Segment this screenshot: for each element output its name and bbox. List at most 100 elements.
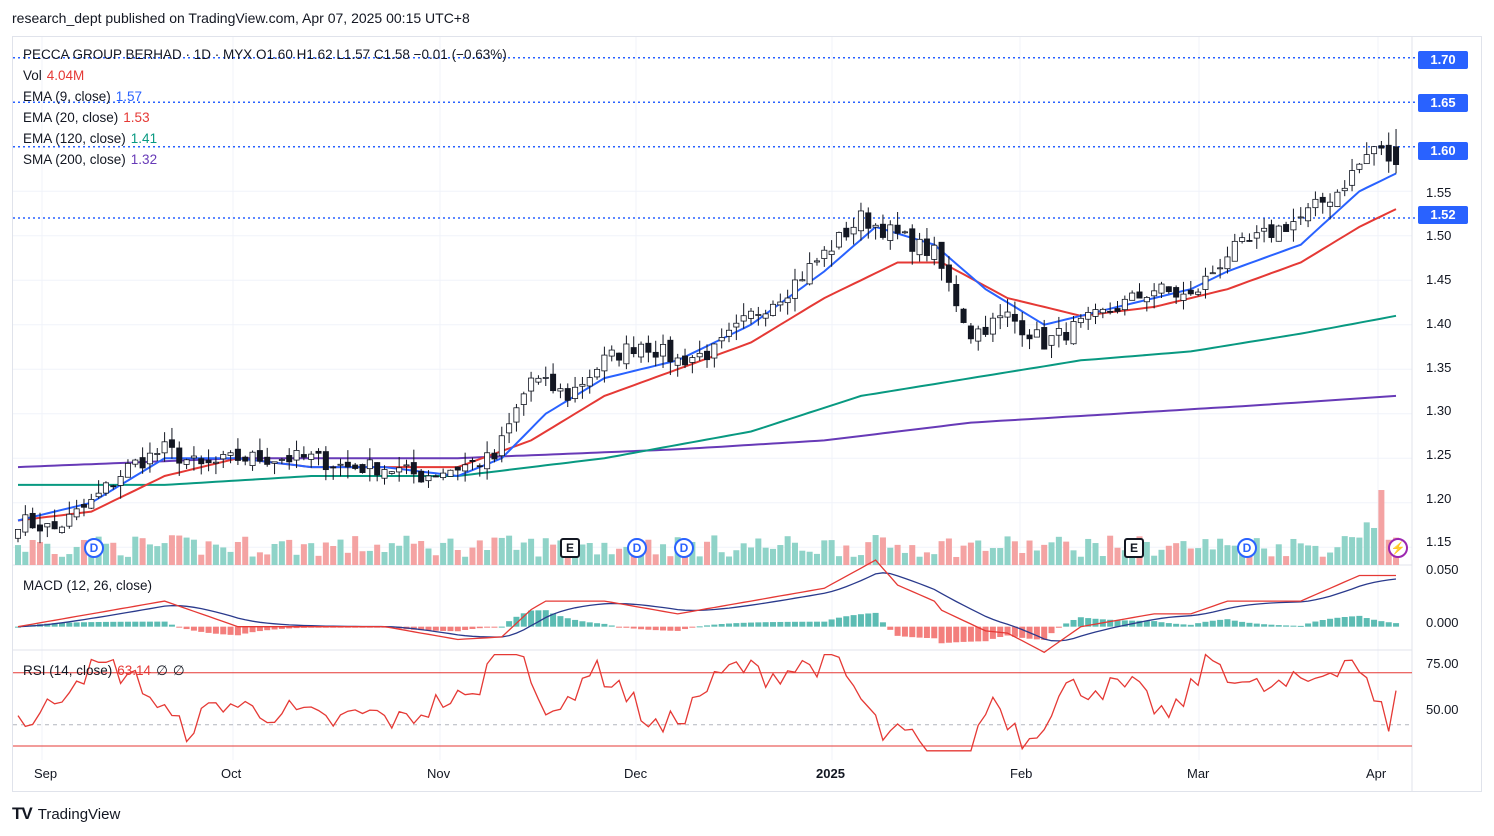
macd-histogram-bar (242, 626, 249, 634)
volume-bar (740, 543, 747, 565)
macd-histogram-bar (1385, 622, 1392, 627)
candle-body (117, 476, 124, 486)
volume-bar (242, 536, 249, 565)
macd-histogram-bar (227, 626, 234, 635)
volume-bar (418, 541, 425, 565)
volume-bar (726, 556, 733, 565)
candle-body (520, 393, 527, 405)
candle-body (139, 457, 146, 469)
price-tick: 1.20 (1426, 491, 1452, 506)
volume-bar (469, 547, 476, 565)
volume-bar (1253, 538, 1260, 565)
earnings-marker[interactable]: E (560, 538, 580, 558)
candle-body (1297, 216, 1304, 219)
macd-histogram-bar (1187, 624, 1194, 627)
candle-body (1341, 187, 1348, 192)
macd-histogram-bar (755, 622, 762, 627)
candle-body (711, 343, 718, 359)
macd-histogram-bar (249, 626, 256, 633)
volume-bar (308, 543, 315, 565)
candle-body (1195, 291, 1202, 295)
candle-body (58, 526, 65, 533)
candle-body (22, 514, 29, 533)
volume-bar (1099, 556, 1106, 565)
volume-bar (366, 550, 373, 565)
candle-body (938, 241, 945, 269)
macd-histogram-bar (234, 626, 241, 636)
macd-histogram-bar (1048, 626, 1055, 634)
volume-bar (1026, 540, 1033, 565)
macd-histogram-bar (645, 626, 652, 630)
dividend-marker[interactable]: D (674, 538, 694, 558)
candle-body (183, 459, 190, 465)
price-tick: 1.25 (1426, 447, 1452, 462)
volume-bar (594, 554, 601, 565)
candle-body (484, 452, 491, 470)
macd-histogram-bar (857, 614, 864, 627)
candle-body (264, 456, 271, 465)
macd-histogram-bar (1180, 624, 1187, 627)
candle-body (813, 260, 820, 263)
volume-bar (212, 544, 219, 565)
macd-histogram-bar (557, 616, 564, 627)
macd-histogram-bar (278, 626, 285, 629)
volume-bar (762, 547, 769, 565)
macd-histogram-bar (1004, 626, 1011, 636)
volume-bar (1371, 527, 1378, 565)
volume-bar (190, 539, 197, 565)
price-tick: 1.35 (1426, 360, 1452, 375)
macd-histogram-bar (476, 626, 483, 629)
macd-histogram-bar (146, 621, 153, 627)
candle-body (513, 407, 520, 423)
volume-bar (1327, 552, 1334, 565)
flash-event-icon[interactable]: ⚡ (1388, 538, 1408, 558)
macd-histogram-bar (1393, 623, 1400, 627)
volume-bar (102, 543, 109, 565)
volume-bar (850, 556, 857, 565)
time-tick: 2025 (816, 766, 845, 781)
candle-body (1121, 298, 1128, 311)
macd-histogram-bar (564, 618, 571, 627)
macd-histogram-bar (1224, 619, 1231, 627)
macd-histogram-bar (1246, 622, 1253, 627)
candle-body (249, 451, 256, 466)
candle-body (1136, 291, 1143, 299)
macd-histogram-bar (1041, 626, 1048, 640)
candle-body (1107, 310, 1114, 313)
candle-body (440, 472, 447, 479)
volume-bar (29, 539, 36, 565)
macd-histogram-bar (220, 626, 227, 635)
macd-histogram-bar (726, 623, 733, 627)
candle-body (95, 492, 102, 498)
candle-body (176, 447, 183, 464)
macd-histogram-bar (748, 622, 754, 627)
candle-body (1371, 146, 1378, 155)
volume-bar (1246, 556, 1253, 565)
volume-bar (887, 547, 894, 565)
dividend-marker[interactable]: D (627, 538, 647, 558)
macd-histogram-bar (901, 626, 908, 637)
volume-bar (440, 542, 447, 565)
volume-bar (550, 544, 557, 565)
macd-histogram-bar (484, 626, 491, 628)
candle-body (286, 455, 293, 463)
macd-histogram-bar (821, 621, 828, 627)
volume-bar (256, 552, 263, 565)
volume-bar (718, 552, 725, 565)
macd-histogram-bar (865, 613, 872, 627)
earnings-marker[interactable]: E (1124, 538, 1144, 558)
candle-body (1187, 289, 1194, 295)
macd-histogram-bar (15, 626, 21, 628)
macd-histogram-bar (293, 626, 300, 629)
macd-histogram-bar (601, 623, 608, 627)
symbol-line: PECCA GROUP BERHAD · 1D · MYX O1.60 H1.6… (23, 47, 507, 62)
dividend-marker[interactable]: D (84, 538, 104, 558)
macd-histogram-bar (791, 621, 798, 627)
macd-histogram-bar (1290, 625, 1297, 627)
candle-body (777, 301, 784, 306)
candle-body (432, 475, 439, 478)
dividend-marker[interactable]: D (1237, 538, 1257, 558)
volume-bar (733, 550, 740, 565)
price-tick: 1.55 (1426, 185, 1452, 200)
